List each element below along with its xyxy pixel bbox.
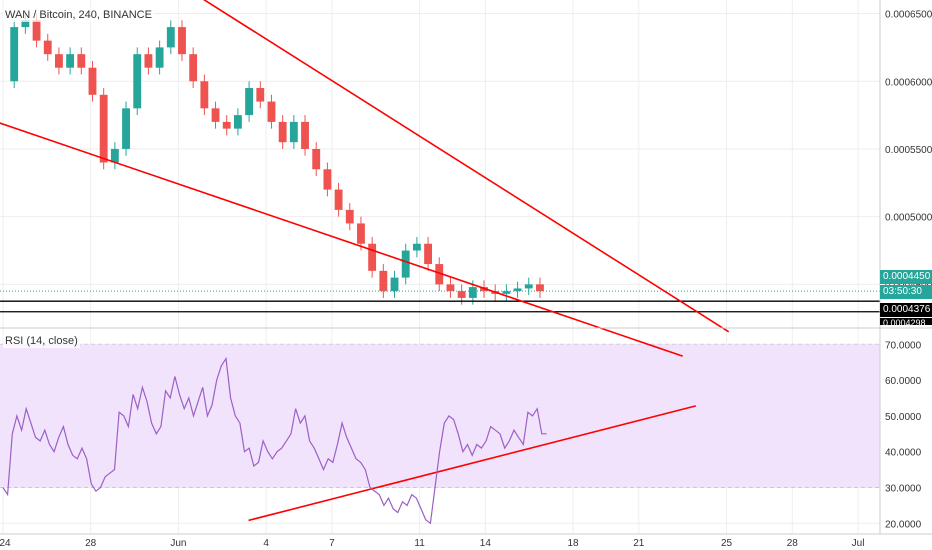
candle-body [301, 121, 309, 149]
candle-body [144, 54, 153, 68]
candle-body [502, 291, 511, 294]
candle-body [536, 284, 544, 292]
candle-body [334, 189, 343, 210]
rsi-tick-label: 60.0000 [885, 376, 922, 387]
time-tick-label: 11 [414, 538, 425, 549]
candle-body [66, 54, 75, 68]
trendlines[interactable] [0, 0, 730, 522]
rsi-tick-label: 40.0000 [885, 448, 922, 459]
candle-body [211, 108, 220, 122]
time-tick-label: 4 [263, 538, 269, 549]
candle-body [446, 284, 455, 292]
candle-body [133, 54, 142, 109]
rsi-tick-label: 30.0000 [885, 483, 922, 494]
time-tick-label: 14 [480, 538, 492, 549]
candle-body [256, 88, 265, 102]
rsi-series [2, 356, 547, 525]
time-tick-label: 7 [329, 538, 335, 549]
candle-body [312, 148, 321, 170]
candle-body [55, 54, 63, 68]
candle-body [32, 20, 41, 41]
price-tick-label: 0.0006000 [885, 77, 932, 88]
price-candles [0, 13, 880, 305]
rsi-trendline [248, 405, 697, 522]
rsi-tick-label: 70.0000 [885, 340, 922, 351]
candle-body [245, 88, 254, 116]
time-tick-label: 18 [567, 538, 579, 549]
candle-body [189, 54, 198, 82]
price-tick-label: 0.0005000 [885, 213, 932, 224]
symbol-title: WAN / Bitcoin, 240, BINANCE [3, 8, 154, 22]
candle-body [289, 121, 298, 143]
candle-body [222, 121, 231, 129]
candle-body [122, 108, 130, 149]
candle-body [468, 287, 477, 298]
candle-body [457, 291, 466, 298]
candle-body [524, 284, 533, 289]
time-tick-label: 25 [721, 538, 733, 549]
candle-body [267, 101, 276, 122]
candle-body [435, 264, 444, 285]
candle-body [345, 209, 354, 224]
rsi-title: RSI (14, close) [3, 334, 80, 348]
candle-body [233, 115, 242, 129]
candle-body [178, 27, 186, 55]
candle-body [200, 81, 209, 109]
price-trendline [202, 0, 730, 333]
candle-body [88, 67, 97, 95]
candle-body [390, 277, 399, 292]
rsi-tick-label: 20.0000 [885, 519, 922, 530]
time-tick-label: Jul [852, 538, 865, 549]
price-tick-label: 0.0005500 [885, 145, 932, 156]
candle-body [77, 54, 86, 68]
line-price-badge-2: 0.0004298 [880, 318, 932, 325]
time-tick-label: 28 [85, 538, 97, 549]
candle-body [513, 288, 522, 292]
candle-body [368, 243, 377, 271]
horizontal-lines[interactable] [0, 300, 880, 313]
price-trendline [0, 122, 683, 357]
time-tick-label: Jun [170, 538, 186, 549]
candle-body [323, 169, 332, 190]
candle-body [99, 94, 108, 163]
line-price-badge: 0.0004376 [880, 303, 932, 317]
time-tick-label: 21 [633, 538, 645, 549]
candle-body [166, 27, 175, 48]
candle-body [278, 121, 287, 143]
price-tick-label: 0.0006500 [885, 10, 932, 21]
last-price-badge: 0.0004450 [880, 270, 932, 284]
candle-body [401, 250, 410, 278]
rsi-line [2, 356, 547, 525]
candle-body [21, 20, 30, 28]
candle-body [412, 243, 421, 251]
candle-body [357, 223, 365, 244]
countdown-badge: 03:50:30 [880, 285, 932, 299]
time-tick-label: 24 [0, 538, 11, 549]
candle-body [379, 270, 388, 292]
candle-body [43, 40, 52, 55]
candle-body [10, 27, 19, 82]
time-tick-label: 28 [787, 538, 799, 549]
rsi-band [0, 344, 880, 488]
candle-body [424, 243, 433, 265]
candle-body [110, 148, 119, 163]
rsi-tick-label: 50.0000 [885, 412, 922, 423]
candle-body [155, 47, 164, 68]
